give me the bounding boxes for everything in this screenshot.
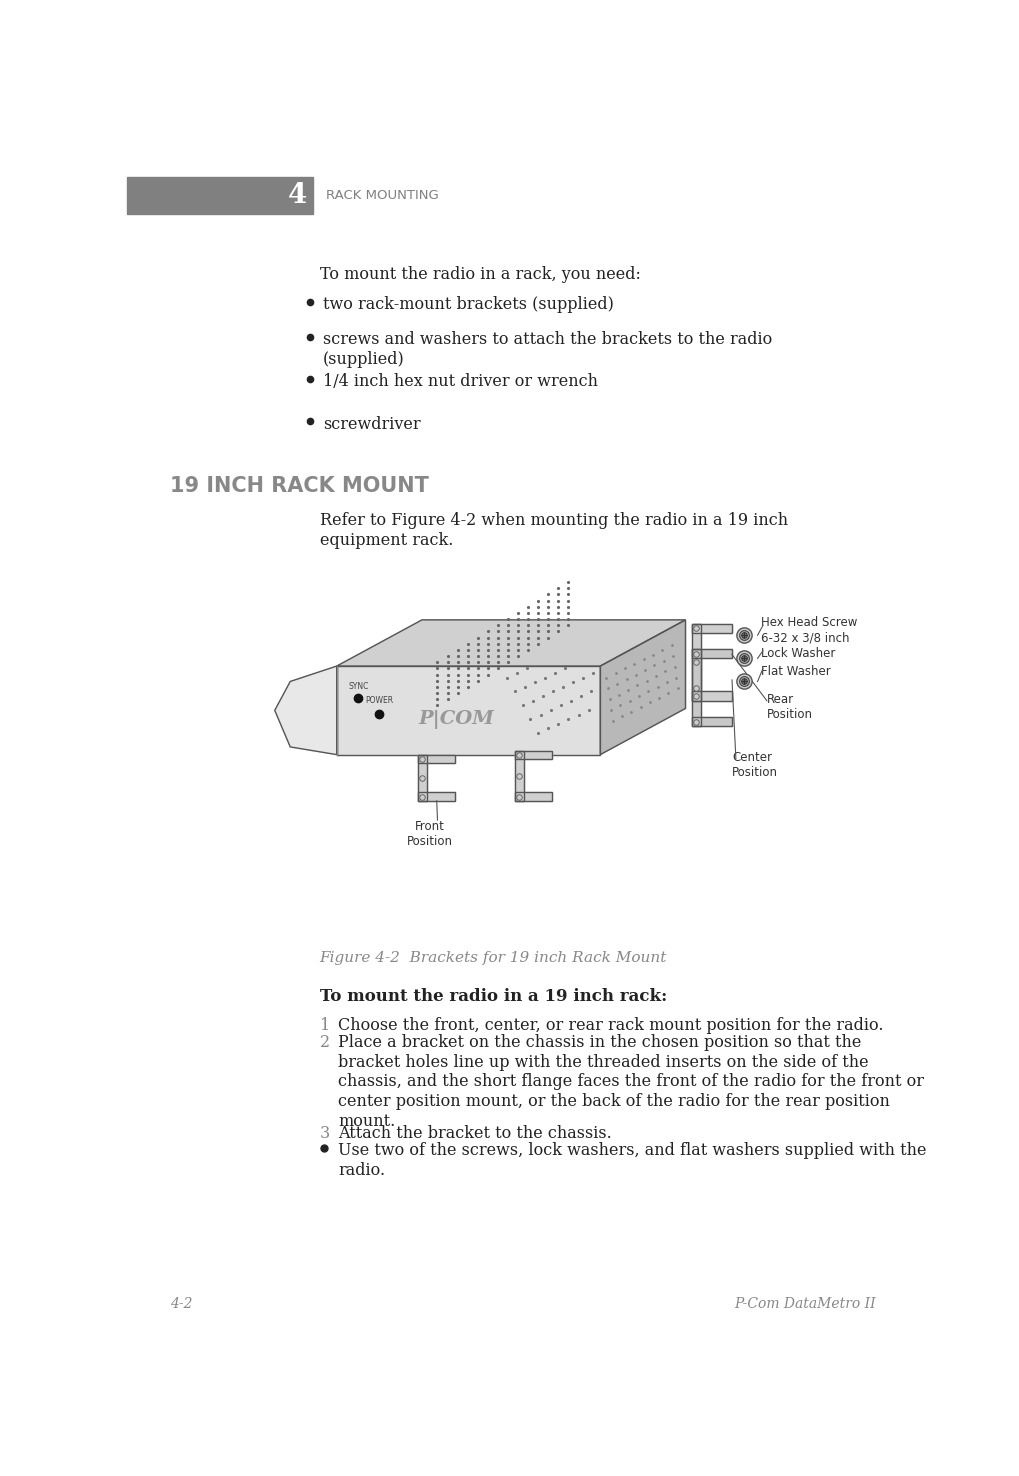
- Text: Flat Washer: Flat Washer: [761, 664, 830, 677]
- Text: P-Com DataMetro II: P-Com DataMetro II: [733, 1297, 874, 1312]
- Text: two rack-mount brackets (supplied): two rack-mount brackets (supplied): [322, 297, 613, 313]
- Text: screws and washers to attach the brackets to the radio
(supplied): screws and washers to attach the bracket…: [322, 331, 771, 368]
- Text: screwdriver: screwdriver: [322, 416, 420, 432]
- Text: Place a bracket on the chassis in the chosen position so that the
bracket holes : Place a bracket on the chassis in the ch…: [338, 1035, 923, 1129]
- Text: 1: 1: [319, 1017, 329, 1035]
- Text: 1/4 inch hex nut driver or wrench: 1/4 inch hex nut driver or wrench: [322, 373, 597, 391]
- Text: Attach the bracket to the chassis.: Attach the bracket to the chassis.: [338, 1125, 611, 1142]
- Text: POWER: POWER: [365, 695, 393, 704]
- Bar: [127, 177, 313, 214]
- Polygon shape: [515, 793, 551, 801]
- Polygon shape: [418, 754, 426, 801]
- Text: RACK MOUNTING: RACK MOUNTING: [326, 189, 438, 202]
- Text: Choose the front, center, or rear rack mount position for the radio.: Choose the front, center, or rear rack m…: [338, 1017, 882, 1035]
- Text: 2: 2: [319, 1035, 329, 1051]
- Text: 4: 4: [288, 182, 308, 210]
- Polygon shape: [691, 717, 732, 726]
- Text: 19 INCH RACK MOUNT: 19 INCH RACK MOUNT: [170, 475, 429, 496]
- Text: Refer to Figure 4-2 when mounting the radio in a 19 inch
equipment rack.: Refer to Figure 4-2 when mounting the ra…: [319, 512, 787, 549]
- Polygon shape: [691, 624, 732, 633]
- Polygon shape: [418, 793, 454, 801]
- Polygon shape: [274, 666, 336, 754]
- Text: 3: 3: [319, 1125, 329, 1142]
- Polygon shape: [691, 649, 732, 658]
- Polygon shape: [691, 691, 732, 701]
- Polygon shape: [418, 754, 454, 763]
- Text: P|COM: P|COM: [419, 710, 494, 729]
- Text: Front
Position: Front Position: [407, 821, 452, 849]
- Polygon shape: [691, 649, 700, 726]
- Polygon shape: [515, 751, 523, 801]
- Polygon shape: [691, 624, 700, 701]
- Text: 4-2: 4-2: [170, 1297, 193, 1312]
- Polygon shape: [599, 620, 685, 754]
- Text: Rear
Position: Rear Position: [766, 694, 812, 720]
- Polygon shape: [336, 666, 599, 754]
- Text: Center
Position: Center Position: [732, 751, 777, 779]
- Text: Hex Head Screw
6-32 x 3/8 inch: Hex Head Screw 6-32 x 3/8 inch: [761, 615, 857, 644]
- Text: Lock Washer: Lock Washer: [761, 646, 835, 660]
- Polygon shape: [515, 751, 551, 759]
- Text: Use two of the screws, lock washers, and flat washers supplied with the
radio.: Use two of the screws, lock washers, and…: [338, 1142, 926, 1178]
- Text: Figure 4-2  Brackets for 19 inch Rack Mount: Figure 4-2 Brackets for 19 inch Rack Mou…: [319, 951, 666, 965]
- Text: To mount the radio in a 19 inch rack:: To mount the radio in a 19 inch rack:: [319, 987, 666, 1005]
- Text: To mount the radio in a rack, you need:: To mount the radio in a rack, you need:: [319, 266, 640, 283]
- Polygon shape: [336, 620, 685, 666]
- Text: SYNC: SYNC: [347, 682, 368, 691]
